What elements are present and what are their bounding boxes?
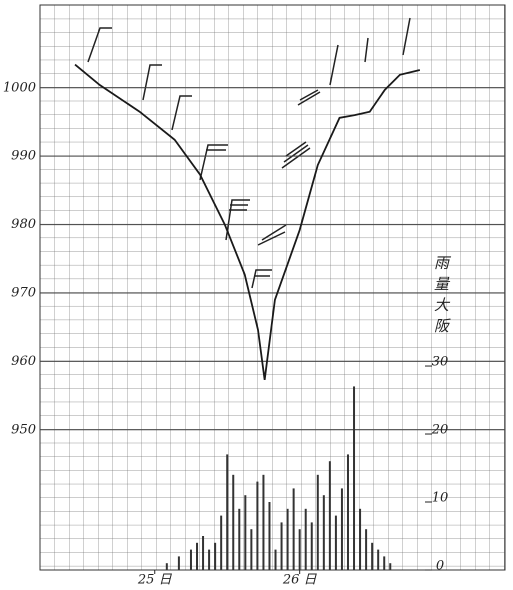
rain-bar	[316, 474, 319, 570]
rain-bar	[232, 474, 235, 570]
rain-bar	[353, 386, 356, 570]
rain-bar	[340, 488, 343, 570]
y2-tick-label: 20	[431, 423, 449, 438]
rain-bar	[328, 461, 331, 570]
y-tick-label: 1000	[3, 80, 36, 95]
x-tick-label: 26 日	[282, 573, 318, 588]
y-tick-label: 970	[11, 285, 36, 300]
rain-bar	[377, 549, 380, 570]
y-tick-label: 960	[11, 354, 36, 369]
rain-bar	[214, 542, 217, 570]
rain-bar	[208, 549, 211, 570]
rain-bar	[256, 481, 259, 570]
rain-bar	[165, 563, 168, 570]
rain-bar	[262, 474, 265, 570]
rain-bar	[346, 454, 349, 570]
rain-bar	[268, 502, 271, 570]
wind-barb	[171, 95, 192, 131]
rain-bar	[189, 549, 192, 570]
wind-barb	[251, 269, 272, 289]
x-tick-label: 25 日	[137, 573, 173, 588]
rain-bar	[359, 508, 362, 570]
rain-bar	[310, 522, 313, 570]
wind-barb	[142, 64, 162, 101]
rain-bar	[389, 563, 392, 570]
y2-tick-label: 10	[432, 491, 449, 506]
rain-bar	[274, 549, 277, 570]
pressure-line	[74, 63, 421, 380]
rain-bar	[226, 454, 229, 570]
plot-frame	[39, 4, 506, 571]
wind-barbs	[87, 17, 411, 289]
rain-bar	[280, 522, 283, 570]
rain-bar	[334, 515, 337, 570]
wind-barb	[402, 17, 411, 56]
rain-bar	[286, 508, 289, 570]
rain-bar	[304, 508, 307, 570]
rain-bar	[292, 488, 295, 570]
y-tick-label: 990	[11, 149, 36, 164]
wind-barb	[281, 141, 311, 169]
wind-barb	[297, 89, 321, 106]
rain-bar	[220, 515, 223, 570]
y2-tick-label: 0	[436, 559, 444, 574]
rain-bar	[383, 556, 386, 570]
rain-bar	[196, 542, 199, 570]
rain-bar	[298, 529, 301, 570]
rain-bar	[238, 508, 241, 570]
rain-bar	[177, 556, 180, 570]
rain-bar	[250, 529, 253, 570]
rain-bar	[365, 529, 368, 570]
y-tick-label: 980	[11, 217, 36, 232]
y2-tick-label: 30	[432, 355, 449, 370]
wind-barb	[87, 27, 112, 63]
graph-paper	[40, 5, 505, 570]
rain-bar	[322, 495, 325, 570]
rain-bar	[202, 536, 205, 570]
wind-barb	[199, 144, 228, 181]
rain-bar	[371, 542, 374, 570]
y-tick-label: 950	[11, 422, 36, 437]
rain-bar	[244, 495, 247, 570]
wind-barb	[257, 224, 287, 246]
wind-barb	[329, 44, 339, 86]
y2-axis-label: 雨量大阪	[431, 255, 451, 339]
wind-barb	[225, 199, 250, 241]
wind-barb	[364, 37, 369, 63]
